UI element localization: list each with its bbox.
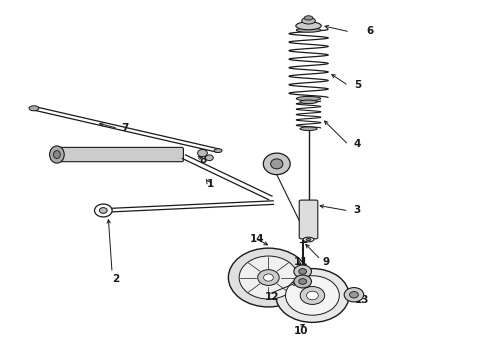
Ellipse shape <box>263 153 290 175</box>
Circle shape <box>99 208 107 213</box>
Circle shape <box>294 275 312 288</box>
Text: 4: 4 <box>354 139 361 149</box>
Ellipse shape <box>49 146 64 163</box>
Ellipse shape <box>296 28 321 32</box>
Text: 3: 3 <box>354 206 361 216</box>
Text: 11: 11 <box>294 257 308 267</box>
Ellipse shape <box>214 149 222 153</box>
Text: 13: 13 <box>355 295 369 305</box>
Circle shape <box>276 269 349 322</box>
Circle shape <box>228 248 309 307</box>
Circle shape <box>239 256 298 299</box>
Text: 12: 12 <box>265 292 279 302</box>
Ellipse shape <box>270 159 283 169</box>
Circle shape <box>205 155 213 161</box>
Circle shape <box>344 288 364 302</box>
Ellipse shape <box>300 100 317 104</box>
Text: 1: 1 <box>207 179 215 189</box>
Text: 8: 8 <box>200 155 207 165</box>
Circle shape <box>95 204 112 217</box>
Ellipse shape <box>304 16 313 20</box>
Circle shape <box>300 287 325 305</box>
Circle shape <box>349 292 358 298</box>
Circle shape <box>299 269 307 274</box>
FancyBboxPatch shape <box>299 200 318 239</box>
Ellipse shape <box>306 238 311 240</box>
Ellipse shape <box>29 106 39 111</box>
Circle shape <box>299 279 307 284</box>
Ellipse shape <box>302 18 316 24</box>
Circle shape <box>294 265 312 278</box>
Ellipse shape <box>296 22 321 30</box>
Text: 2: 2 <box>112 274 119 284</box>
Text: 9: 9 <box>322 257 329 267</box>
Circle shape <box>264 274 273 281</box>
FancyBboxPatch shape <box>55 147 183 162</box>
Circle shape <box>286 276 339 315</box>
Text: 6: 6 <box>366 26 373 36</box>
Circle shape <box>258 270 279 285</box>
Ellipse shape <box>303 237 314 242</box>
Circle shape <box>197 149 207 157</box>
Ellipse shape <box>53 150 60 158</box>
Text: 10: 10 <box>294 325 308 336</box>
Ellipse shape <box>296 96 321 101</box>
Circle shape <box>307 291 318 300</box>
Text: 5: 5 <box>354 80 361 90</box>
Text: 14: 14 <box>250 234 265 244</box>
Text: 7: 7 <box>122 123 129 133</box>
Ellipse shape <box>300 127 317 131</box>
